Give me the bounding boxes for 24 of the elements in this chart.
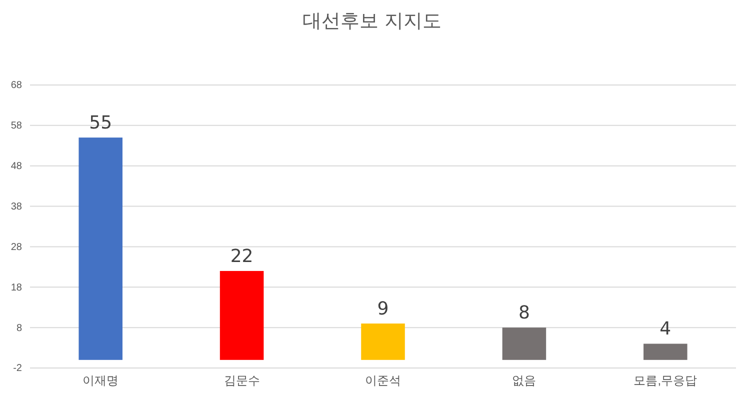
y-tick-label: -2 — [13, 363, 22, 374]
y-tick-label: 68 — [10, 80, 22, 92]
bar — [78, 138, 122, 360]
x-tick-label: 없음 — [512, 374, 536, 388]
bar — [502, 328, 546, 360]
data-label: 9 — [377, 298, 389, 320]
y-tick-label: 28 — [10, 242, 22, 253]
y-tick-label: 48 — [10, 161, 22, 172]
data-label: 22 — [230, 246, 254, 267]
bar — [644, 344, 688, 360]
y-tick-label: 38 — [10, 201, 22, 212]
data-label: 55 — [89, 112, 112, 134]
chart-title: 대선후보 지지도 — [302, 10, 442, 32]
x-tick-label: 김문수 — [224, 374, 260, 388]
y-tick-label: 8 — [16, 322, 22, 334]
x-tick-label: 이재명 — [82, 374, 119, 388]
x-tick-label: 모름,무응답 — [634, 374, 698, 388]
x-tick-label: 이준석 — [365, 374, 401, 388]
data-label: 4 — [660, 318, 672, 340]
y-tick-label: 18 — [10, 282, 22, 294]
y-tick-label: 58 — [10, 120, 22, 132]
bar — [361, 324, 405, 360]
data-label: 8 — [518, 302, 530, 324]
bar — [220, 270, 264, 360]
